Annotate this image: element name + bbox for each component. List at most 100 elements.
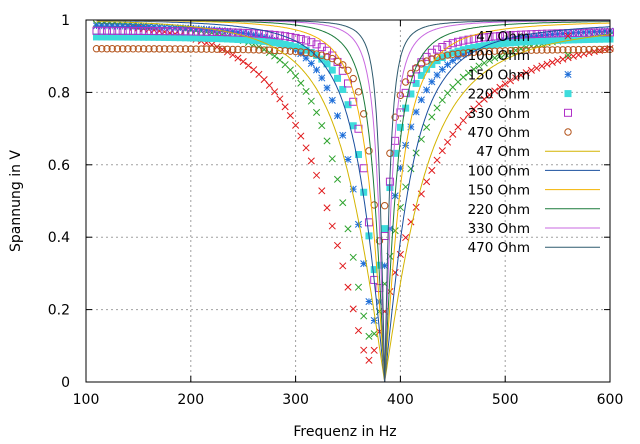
data-point (538, 62, 546, 70)
data-point (218, 28, 227, 37)
data-point (433, 104, 441, 112)
data-point (501, 80, 509, 88)
data-point (223, 45, 232, 54)
data-point (312, 50, 321, 58)
data-point (176, 34, 184, 42)
data-point (323, 204, 331, 212)
data-point (218, 45, 226, 53)
series-470-ohm-line (96, 19, 610, 383)
data-point (276, 95, 284, 103)
data-point (601, 27, 609, 35)
data-point (160, 27, 169, 36)
data-point (559, 30, 567, 38)
data-point (186, 27, 195, 36)
data-point (428, 166, 436, 175)
data-point (255, 32, 263, 40)
data-point (464, 35, 473, 44)
data-point (365, 332, 373, 340)
data-point (548, 37, 556, 45)
data-point (313, 66, 321, 74)
data-point (161, 33, 169, 41)
data-point (197, 45, 205, 53)
data-point (297, 44, 305, 52)
data-point (360, 110, 368, 118)
data-point (328, 155, 336, 163)
data-point (103, 45, 111, 53)
data-point (291, 47, 300, 56)
series-47-ohm-line (96, 20, 611, 383)
data-point (417, 96, 425, 104)
data-point (108, 22, 116, 30)
data-point (564, 46, 572, 54)
data-point (543, 46, 551, 54)
x-tick-label: 200 (177, 392, 204, 408)
data-point (239, 29, 247, 37)
data-point (459, 49, 467, 57)
data-point (496, 40, 504, 48)
data-point (276, 46, 284, 55)
data-point (491, 47, 499, 55)
legend-label: 220 Ohm (468, 87, 530, 103)
data-point (459, 50, 467, 58)
data-point (192, 45, 200, 53)
data-point (286, 41, 294, 49)
data-point (213, 35, 221, 43)
data-point (548, 30, 556, 39)
data-point (444, 138, 452, 146)
data-point (339, 61, 347, 69)
data-point (307, 59, 315, 67)
data-point (485, 41, 493, 49)
series-220-ohm-points (92, 33, 614, 274)
data-point (239, 36, 247, 44)
data-point (444, 89, 452, 97)
data-point (202, 25, 211, 33)
data-point (438, 96, 446, 104)
series-220-ohm-line (96, 19, 611, 383)
data-point (449, 57, 457, 65)
data-point (281, 103, 289, 111)
data-point (354, 326, 363, 335)
data-point (465, 44, 473, 52)
data-point (517, 71, 525, 79)
data-point (449, 49, 457, 57)
data-point (443, 51, 452, 59)
series-150-ohm-line (96, 19, 610, 383)
data-point (244, 36, 252, 44)
legend-label: 150 Ohm (468, 67, 530, 83)
data-point (239, 57, 247, 66)
data-point (187, 34, 195, 42)
data-point (470, 65, 478, 73)
series-line (96, 20, 610, 383)
data-point (207, 27, 216, 36)
legend-label: 330 Ohm (468, 221, 530, 237)
data-point (208, 45, 216, 53)
data-point (491, 40, 499, 48)
data-point (323, 60, 331, 68)
data-point (480, 95, 488, 103)
data-point (580, 28, 588, 36)
series-line (96, 19, 611, 383)
data-point (365, 297, 373, 306)
data-point (407, 165, 415, 173)
legend-swatch (564, 51, 572, 59)
data-point (585, 28, 594, 37)
data-point (517, 38, 525, 46)
data-point (302, 48, 310, 57)
data-point (134, 33, 142, 41)
data-point (202, 45, 211, 53)
x-tick-label: 300 (282, 392, 309, 408)
legend-swatch (564, 32, 572, 40)
data-point (297, 48, 305, 56)
data-point (92, 26, 101, 35)
data-point (412, 149, 420, 157)
data-point (260, 46, 268, 54)
data-point (302, 46, 310, 54)
data-point (585, 28, 593, 36)
data-point (213, 45, 221, 53)
data-point (260, 37, 268, 45)
data-point (307, 38, 316, 47)
data-point (234, 35, 242, 43)
data-point (239, 28, 248, 37)
data-point (339, 262, 347, 270)
x-axis-label: Frequenz in Hz (293, 424, 396, 440)
